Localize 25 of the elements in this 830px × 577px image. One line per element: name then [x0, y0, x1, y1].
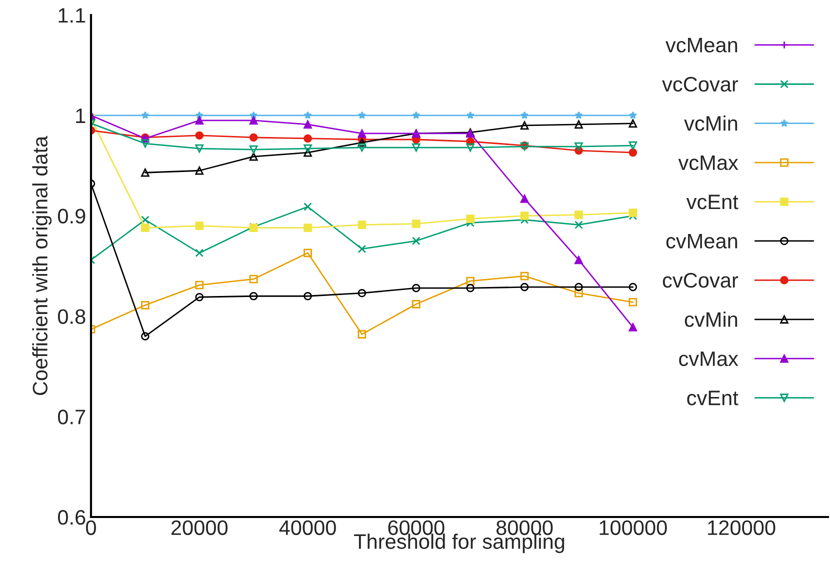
legend-label: vcCovar — [662, 76, 738, 92]
y-axis-title: Coefficient with original data — [32, 136, 52, 396]
x-tick-label: 100000 — [600, 520, 667, 536]
legend-label: cvEnt — [687, 390, 738, 406]
legend-label: cvMean — [666, 234, 738, 248]
legend-label: cvMin — [684, 312, 738, 327]
y-tick-label: 0.7 — [58, 410, 86, 424]
x-axis-title: Threshold for sampling — [354, 534, 564, 554]
x-tick-label: 0 — [86, 520, 96, 536]
legend-label: cvCovar — [662, 272, 738, 288]
legend-label: vcMax — [678, 156, 738, 170]
y-tick-label: 0.9 — [58, 208, 86, 224]
y-tick-label: 1 — [76, 108, 86, 123]
legend-label: vcEnt — [686, 194, 738, 210]
y-tick-label: 0.6 — [58, 510, 86, 525]
legend-label: vcMin — [684, 116, 738, 131]
x-tick-label: 40000 — [279, 520, 336, 536]
x-tick-label: 20000 — [171, 520, 228, 536]
x-tick-label: 120000 — [708, 520, 776, 536]
y-tick-label: 1.1 — [58, 8, 86, 23]
y-tick-label: 0.8 — [58, 309, 86, 324]
legend-label: vcMean — [666, 38, 738, 52]
legend-label: cvMax — [679, 352, 738, 366]
x-tick-label: 80000 — [496, 520, 553, 536]
x-tick-label: 60000 — [388, 520, 444, 536]
